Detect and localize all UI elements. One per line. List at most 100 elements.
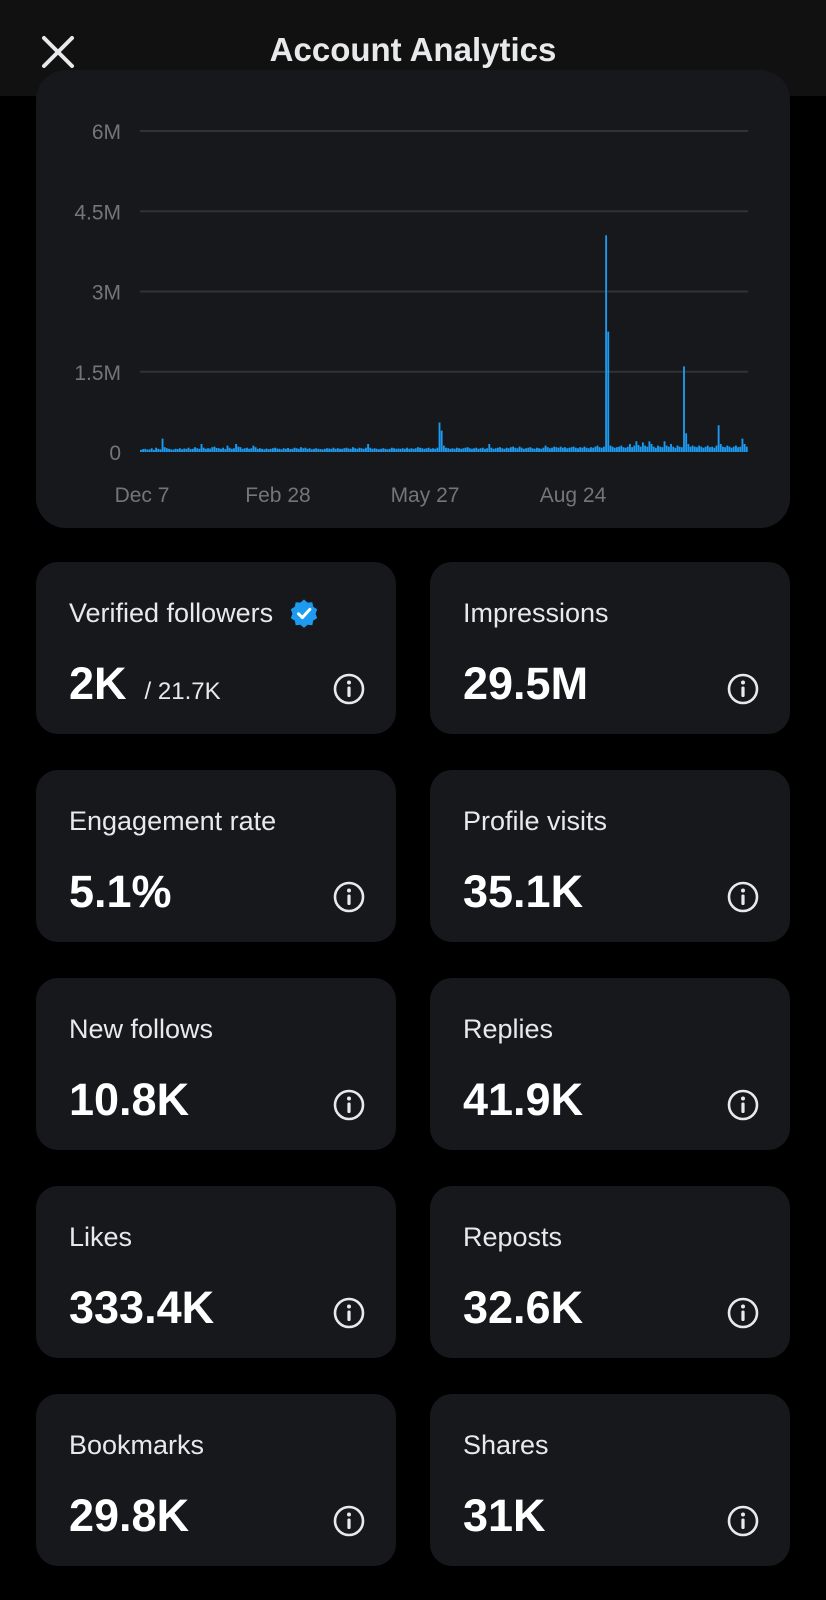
chart-bar [196, 448, 199, 452]
x-tick-label: Feb 28 [245, 484, 310, 507]
chart-bar [741, 438, 744, 453]
chart-bar [356, 448, 359, 452]
chart-bar [665, 445, 668, 452]
x-tick-label: Aug 24 [540, 484, 607, 507]
chart-bar [732, 446, 735, 452]
chart-bar [442, 445, 445, 452]
x-tick-label: May 27 [391, 484, 460, 507]
chart-bar [507, 448, 510, 452]
chart-bar [393, 448, 395, 452]
chart-bar [343, 448, 346, 452]
page-title: Account Analytics [269, 31, 557, 68]
info-icon[interactable] [332, 880, 366, 914]
info-icon[interactable] [726, 1296, 760, 1330]
chart-bar [525, 448, 527, 452]
info-icon[interactable] [332, 1088, 366, 1122]
chart-bar [202, 447, 205, 452]
chart-bar [237, 446, 240, 452]
chart-bar [239, 447, 242, 452]
metric-card-bookmarks[interactable]: Bookmarks 29.8K [36, 1394, 396, 1566]
metric-card-shares[interactable]: Shares 31K [430, 1394, 790, 1566]
chart-bar [427, 447, 430, 452]
metric-card-reposts[interactable]: Reposts 32.6K [430, 1186, 790, 1358]
info-icon[interactable] [726, 1504, 760, 1538]
chart-bar [345, 447, 348, 452]
metric-value: 41.9K [463, 1074, 584, 1125]
metric-card-replies[interactable]: Replies 41.9K [430, 978, 790, 1150]
metric-total: / 21.7K [144, 678, 221, 705]
chart-bar [574, 447, 577, 452]
chart-bar [254, 447, 257, 452]
chart-bar [410, 448, 413, 452]
chart-bar [183, 448, 186, 452]
chart-bar [447, 448, 450, 452]
metric-card-profile-visits[interactable]: Profile visits 35.1K [430, 770, 790, 942]
chart-bar [204, 448, 207, 452]
chart-bar [739, 446, 742, 452]
chart-bar [553, 446, 556, 452]
info-icon[interactable] [726, 880, 760, 914]
chart-bar [217, 448, 220, 452]
chart-bar [403, 448, 406, 452]
chart-bar [607, 331, 610, 453]
close-button[interactable] [34, 28, 82, 76]
chart-bar [737, 447, 740, 452]
chart-bar [680, 447, 683, 452]
chart-bar [265, 448, 268, 452]
chart-bar [577, 448, 579, 452]
chart-bar [462, 448, 465, 452]
metric-value: 333.4K [69, 1282, 215, 1333]
metric-card-verified-followers[interactable]: Verified followers 2K / 21.7K [36, 562, 396, 734]
chart-bar [382, 448, 385, 452]
chart-bar [445, 447, 447, 452]
chart-svg: 6M 4.5M 3M 1.5M 0 Dec 7 Feb 28 May 27 Aug 24 [74, 121, 748, 507]
chart-bar [620, 445, 623, 452]
metric-card-likes[interactable]: Likes 333.4K [36, 1186, 396, 1358]
chart-bar [706, 445, 709, 452]
chart-bar [150, 448, 153, 452]
chart-bar [365, 447, 367, 452]
chart-bar [730, 447, 733, 452]
chart-bar [282, 448, 285, 452]
metric-card-engagement-rate[interactable]: Engagement rate 5.1% [36, 770, 396, 942]
info-icon[interactable] [726, 672, 760, 706]
info-icon[interactable] [332, 1504, 366, 1538]
chart-bar [696, 447, 698, 452]
metric-card-new-follows[interactable]: New follows 10.8K [36, 978, 396, 1150]
metric-label: Engagement rate [69, 806, 277, 836]
chart-bar [488, 443, 491, 452]
chart-bar [713, 447, 716, 452]
chart-bar [631, 447, 633, 452]
chart-bar [310, 449, 313, 452]
chart-bar [308, 448, 311, 452]
chart-bar [678, 446, 681, 452]
chart-bar [388, 448, 391, 452]
chart-bar [161, 438, 164, 453]
chart-bar [155, 447, 157, 452]
chart-bar [460, 448, 463, 452]
info-icon[interactable] [332, 1296, 366, 1330]
metric-card-impressions[interactable]: Impressions 29.5M [430, 562, 790, 734]
chart-bar [395, 448, 398, 452]
info-icon[interactable] [726, 1088, 760, 1122]
info-icon[interactable] [332, 672, 366, 706]
chart-bar [644, 445, 646, 452]
metric-value: 35.1K [463, 866, 584, 917]
close-icon [42, 36, 74, 68]
chart-bar [416, 447, 419, 452]
chart-bar [728, 446, 731, 452]
chart-bar [546, 447, 549, 452]
chart-bar [287, 447, 289, 452]
chart-bar [165, 448, 168, 452]
chart-bar [561, 447, 564, 452]
chart-bar [306, 448, 309, 452]
chart-bar [451, 448, 454, 452]
chart-bar [555, 447, 558, 452]
chart-bar [209, 448, 212, 452]
chart-bar [693, 446, 696, 452]
chart-bar [468, 448, 471, 452]
chart-bar [648, 441, 651, 452]
chart-bar [440, 430, 443, 452]
metric-label: Impressions [463, 598, 609, 628]
chart-bar [326, 448, 328, 452]
